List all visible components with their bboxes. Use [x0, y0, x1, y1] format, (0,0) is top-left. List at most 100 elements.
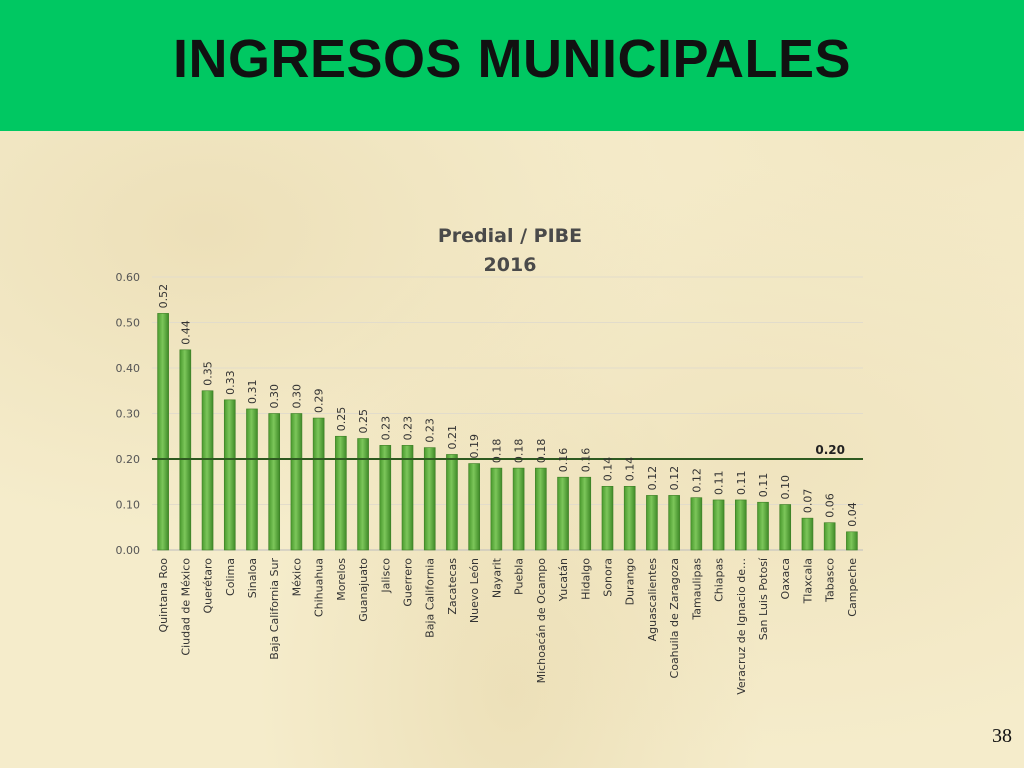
y-tick-label: 0.20: [116, 453, 141, 466]
category-label: Querétaro: [202, 558, 215, 614]
bar: [290, 413, 303, 551]
category-label: Michoacán de Ocampo: [535, 558, 548, 684]
data-label: 0.12: [690, 468, 703, 493]
data-label: 0.30: [268, 384, 281, 409]
data-label: 0.21: [446, 425, 459, 450]
category-label: Nayarit: [490, 557, 503, 598]
data-label: 0.25: [357, 409, 370, 434]
category-label: Campeche: [846, 558, 859, 617]
category-label: Yucatán: [557, 558, 570, 602]
data-label: 0.16: [579, 448, 592, 473]
bar: [712, 499, 725, 551]
bar: [801, 517, 814, 551]
category-label: Sonora: [601, 558, 614, 597]
bar: [312, 417, 325, 551]
category-label: México: [290, 558, 303, 597]
bar: [446, 454, 458, 551]
data-label: 0.16: [557, 448, 570, 473]
data-label: 0.33: [224, 370, 237, 395]
y-tick-label: 0.10: [116, 499, 141, 512]
bar: [201, 390, 214, 551]
category-label: Durango: [624, 558, 637, 606]
bar: [668, 495, 680, 551]
category-label: Sinaloa: [246, 558, 259, 598]
bar: [268, 413, 281, 551]
category-label: Quintana Roo: [157, 558, 170, 633]
data-label: 0.14: [601, 457, 614, 482]
bar: [157, 313, 169, 551]
category-label: Tamaulipas: [690, 558, 703, 621]
chart-subtitle: 2016: [484, 254, 537, 276]
bar: [423, 447, 436, 551]
category-label: Zacatecas: [446, 558, 459, 615]
bar: [734, 499, 747, 551]
category-label: Tabasco: [824, 558, 837, 603]
data-label: 0.35: [202, 361, 215, 386]
y-tick-label: 0.30: [116, 408, 141, 421]
bar: [646, 495, 658, 551]
data-label: 0.14: [624, 457, 637, 482]
category-label: Jalisco: [379, 558, 392, 594]
bar: [179, 349, 192, 551]
data-label: 0.25: [335, 407, 348, 432]
category-label: Tlaxcala: [801, 558, 814, 604]
bar: [512, 467, 525, 551]
category-label: San Luis Potosí: [757, 557, 770, 640]
bar: [779, 504, 792, 551]
data-label: 0.11: [757, 473, 770, 498]
data-label: 0.23: [379, 416, 392, 441]
bar: [535, 467, 547, 551]
category-label: Hidalgo: [579, 558, 592, 600]
data-label: 0.18: [535, 439, 548, 464]
data-label: 0.30: [290, 384, 303, 409]
data-label: 0.52: [157, 284, 170, 309]
category-label: Nuevo León: [468, 558, 481, 623]
bar: [357, 438, 369, 551]
y-tick-label: 0.00: [116, 544, 141, 557]
data-label: 0.11: [713, 470, 726, 495]
category-label: Morelos: [335, 558, 348, 601]
data-label: 0.06: [824, 493, 837, 518]
y-tick-label: 0.60: [116, 271, 141, 284]
data-label: 0.19: [468, 434, 481, 459]
reference-line-label: 0.20: [815, 443, 845, 457]
category-label: Guanajuato: [357, 558, 370, 622]
bar: [846, 531, 858, 551]
category-label: Puebla: [513, 558, 526, 595]
bar: [335, 435, 347, 551]
category-label: Colima: [224, 558, 237, 596]
data-label: 0.04: [846, 502, 859, 527]
bar: [579, 476, 592, 551]
category-label: Aguascalientes: [646, 558, 659, 642]
bar: [601, 485, 614, 551]
category-label: Chihuahua: [313, 558, 326, 617]
data-label: 0.10: [779, 475, 792, 500]
bar: [468, 463, 480, 551]
category-label: Baja California: [424, 558, 437, 638]
category-label: Guerrero: [402, 558, 415, 607]
y-tick-label: 0.50: [116, 317, 141, 330]
category-label: Coahuila de Zaragoza: [668, 558, 681, 678]
y-tick-label: 0.40: [116, 362, 141, 375]
header-bar: [0, 0, 1024, 131]
bar: [690, 497, 703, 551]
bar: [223, 399, 236, 551]
bar: [246, 408, 258, 551]
data-label: 0.29: [313, 389, 326, 414]
bar: [557, 476, 569, 551]
category-label: Veracruz de Ignacio de…: [735, 558, 748, 695]
category-label: Chiapas: [713, 558, 726, 602]
category-label: Baja California Sur: [268, 558, 281, 660]
bar: [490, 467, 503, 551]
data-label: 0.31: [246, 379, 259, 404]
data-label: 0.12: [668, 466, 681, 491]
data-label: 0.18: [513, 439, 526, 464]
chart-title: Predial / PIBE: [438, 225, 582, 247]
slide-title: INGRESOS MUNICIPALES: [172, 29, 852, 89]
bar: [823, 522, 836, 551]
data-label: 0.23: [424, 418, 437, 443]
category-label: Oaxaca: [779, 558, 792, 599]
data-label: 0.11: [735, 470, 748, 495]
data-label: 0.12: [646, 466, 659, 491]
